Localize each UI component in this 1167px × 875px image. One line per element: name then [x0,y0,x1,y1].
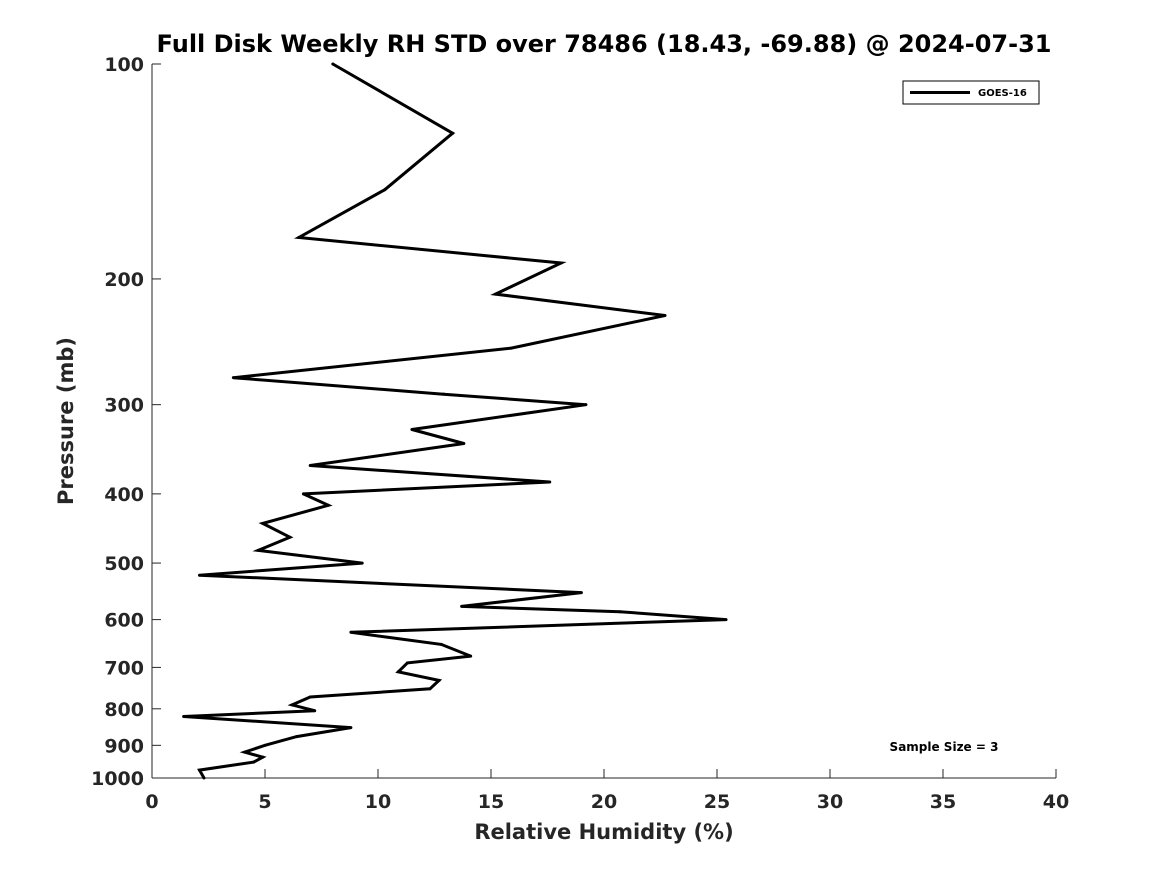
data-point [724,618,728,622]
legend-label-goes-16: GOES-16 [978,88,1027,99]
y-tick-label: 200 [104,269,144,291]
data-point [442,392,446,396]
data-point [182,714,186,718]
y-tick-label: 100 [104,54,144,76]
chart-title: Full Disk Weekly RH STD over 78486 (18.4… [157,30,1052,58]
series-line-goes-16 [183,62,727,779]
y-tick-label: 800 [104,699,144,721]
y-tick-label: 700 [104,657,144,679]
data-point [584,403,588,407]
data-point [243,750,247,754]
data-point [331,62,335,66]
data-point [349,630,353,634]
data-point [308,695,312,699]
data-point [428,687,432,691]
data-point [559,261,563,265]
data-point [663,313,667,317]
data-point [462,441,466,445]
x-tick-label: 15 [478,791,504,813]
data-point [548,480,552,484]
data-point [197,573,201,577]
data-point [509,346,513,350]
legend: GOES-16 [902,80,1040,105]
data-point [261,755,265,759]
data-point [618,610,622,614]
data-point [494,292,498,296]
data-point [439,642,443,646]
x-tick-label: 40 [1043,791,1069,813]
data-point [437,678,441,682]
axes [151,64,1056,779]
data-point [460,604,464,608]
data-point [405,661,409,665]
data-point [410,427,414,431]
x-ticks: 0 5 10 15 20 25 30 35 40 [145,769,1069,813]
data-point [451,131,455,135]
x-tick-label: 5 [258,791,271,813]
y-tick-label: 1000 [91,768,144,790]
x-tick-label: 25 [704,791,730,813]
data-point [263,743,267,747]
y-tick-label: 400 [104,484,144,506]
data-point [349,726,353,730]
data-point [256,548,260,552]
data-point [290,703,294,707]
data-point [202,776,206,780]
x-tick-label: 10 [365,791,391,813]
legend-box [902,80,1040,105]
data-point [579,591,583,595]
y-tick-label: 600 [104,610,144,632]
data-point [231,376,235,380]
y-tick-label: 500 [104,553,144,575]
y-axis-label: Pressure (mb) [54,337,78,505]
data-point [383,188,387,192]
x-tick-label: 0 [145,791,158,813]
data-point [261,521,265,525]
data-point [301,492,305,496]
x-tick-label: 30 [817,791,843,813]
x-tick-label: 35 [930,791,956,813]
data-point [288,535,292,539]
data-point [313,709,317,713]
data-point [297,236,301,240]
y-ticks: 100 200 300 400 500 600 700 800 900 1000 [91,54,161,790]
series-points [182,62,728,780]
data-point [252,760,256,764]
data-point [295,735,299,739]
x-tick-label: 20 [591,791,617,813]
y-tick-label: 900 [104,735,144,757]
data-point [469,654,473,658]
data-point [197,768,201,772]
x-axis-label: Relative Humidity (%) [474,820,733,844]
data-point [360,561,364,565]
y-tick-label: 300 [104,395,144,417]
data-point [308,463,312,467]
data-point [326,503,330,507]
data-point [396,670,400,674]
sample-size-annotation: Sample Size = 3 [890,740,999,754]
